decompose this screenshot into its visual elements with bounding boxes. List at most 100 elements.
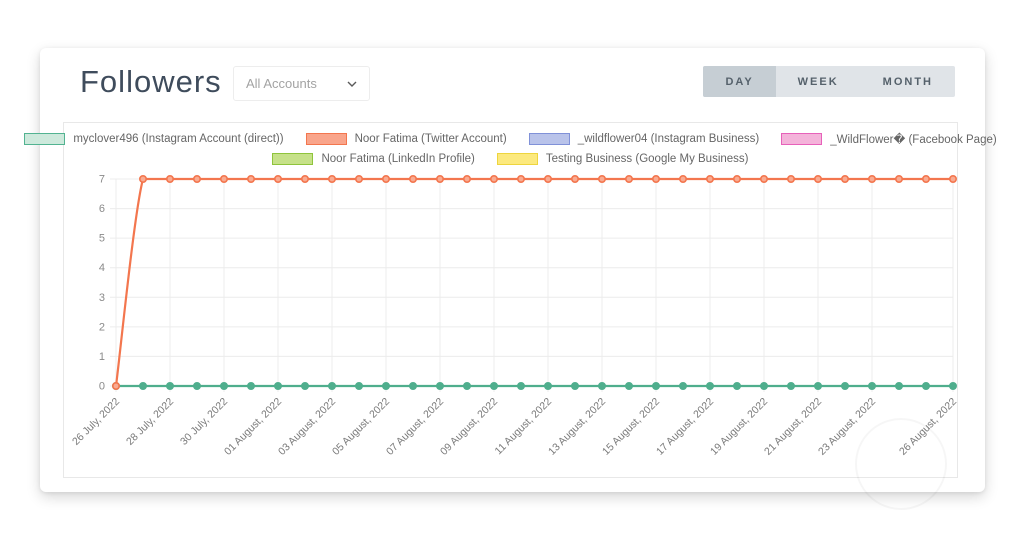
- data-point-marker: [543, 381, 552, 390]
- data-point-marker: [948, 381, 957, 390]
- tab-week[interactable]: WEEK: [776, 66, 861, 97]
- data-point-marker: [301, 174, 310, 183]
- data-point-marker: [921, 174, 930, 183]
- data-point-marker: [166, 174, 175, 183]
- data-point-marker: [813, 381, 822, 390]
- data-point-marker: [489, 174, 498, 183]
- data-point-marker: [516, 174, 525, 183]
- x-tick-label: 28 July, 2022: [124, 396, 176, 448]
- data-point-marker: [111, 381, 120, 390]
- data-point-marker: [786, 174, 795, 183]
- data-point-marker: [516, 381, 525, 390]
- page-title: Followers: [80, 64, 222, 99]
- data-point-marker: [408, 381, 417, 390]
- data-point-marker: [489, 381, 498, 390]
- y-tick-label: 7: [99, 174, 105, 186]
- chart-panel: 0 1 2 3 4 5 6 7 26 July, 2022 28 July, 2022 30 Jul…: [24, 122, 997, 478]
- data-point-marker: [193, 381, 202, 390]
- data-point-marker: [678, 381, 687, 390]
- x-tick-label: 07 August, 2022: [384, 396, 446, 458]
- watermark: [855, 418, 947, 510]
- data-point-marker: [840, 381, 849, 390]
- data-point-marker: [354, 174, 363, 183]
- data-point-marker: [705, 174, 714, 183]
- legend-label: Noor Fatima (Twitter Account): [354, 133, 507, 145]
- legend-item[interactable]: _wildflower04 (Instagram Business): [528, 132, 760, 146]
- data-point-marker: [732, 381, 741, 390]
- x-tick-label: 21 August, 2022: [762, 396, 824, 458]
- data-point-marker: [354, 381, 363, 390]
- data-point-marker: [435, 381, 444, 390]
- x-tick-label: 11 August, 2022: [493, 396, 555, 458]
- legend-swatch: [781, 133, 823, 145]
- data-point-marker: [597, 174, 606, 183]
- x-tick-label: 19 August, 2022: [708, 396, 770, 458]
- data-point-marker: [408, 174, 417, 183]
- x-tick-label: 09 August, 2022: [438, 396, 500, 458]
- data-point-marker: [327, 174, 336, 183]
- data-point-marker: [220, 381, 229, 390]
- data-point-marker: [301, 381, 310, 390]
- tab-day[interactable]: DAY: [703, 66, 776, 97]
- data-point-marker: [651, 174, 660, 183]
- legend-item[interactable]: myclover496 (Instagram Account (direct)): [24, 132, 284, 146]
- data-point-marker: [678, 174, 687, 183]
- data-point-marker: [624, 381, 633, 390]
- x-tick-label: 17 August, 2022: [654, 396, 716, 458]
- chevron-down-icon: [347, 81, 357, 87]
- data-point-marker: [247, 174, 256, 183]
- data-point-marker: [651, 381, 660, 390]
- range-tabs: DAY WEEK MONTH: [703, 66, 955, 97]
- data-point-marker: [759, 381, 768, 390]
- data-point-marker: [570, 381, 579, 390]
- data-point-marker: [462, 174, 471, 183]
- data-point-marker: [327, 381, 336, 390]
- data-point-marker: [139, 381, 148, 390]
- y-tick-label: 1: [99, 351, 105, 363]
- data-point-marker: [867, 381, 876, 390]
- followers-chart: 0 1 2 3 4 5 6 7 26 July, 2022 28 July, 2022 30 Jul…: [70, 174, 957, 458]
- data-point-marker: [381, 174, 390, 183]
- y-tick-label: 3: [99, 292, 105, 304]
- data-point-marker: [624, 174, 633, 183]
- legend-swatch: [305, 133, 347, 145]
- legend-label: Testing Business (Google My Business): [545, 153, 749, 165]
- legend-swatch: [496, 153, 538, 165]
- account-filter-value: All Accounts: [246, 76, 317, 91]
- series-line: [114, 177, 953, 387]
- data-point-marker: [462, 381, 471, 390]
- legend-item[interactable]: Testing Business (Google My Business): [496, 153, 749, 165]
- y-tick-label: 6: [99, 203, 105, 215]
- data-point-marker: [759, 174, 768, 183]
- data-point-marker: [247, 381, 256, 390]
- data-point-marker: [166, 381, 175, 390]
- x-tick-label: 03 August, 2022: [276, 396, 338, 458]
- data-point-marker: [894, 174, 903, 183]
- data-point-marker: [732, 174, 741, 183]
- legend-row: Noor Fatima (LinkedIn Profile) Testing Bu…: [272, 153, 749, 165]
- x-tick-label: 05 August, 2022: [330, 396, 392, 458]
- y-tick-label: 2: [99, 321, 105, 333]
- y-tick-label: 4: [99, 262, 105, 274]
- x-tick-label: 30 July, 2022: [178, 396, 230, 448]
- y-tick-label: 0: [99, 381, 105, 393]
- tab-month[interactable]: MONTH: [861, 66, 955, 97]
- y-tick-label: 5: [99, 233, 105, 245]
- data-point-marker: [921, 381, 930, 390]
- data-point-marker: [543, 174, 552, 183]
- legend-label: Noor Fatima (LinkedIn Profile): [321, 153, 475, 165]
- legend-label: _wildflower04 (Instagram Business): [577, 133, 760, 145]
- data-point-marker: [867, 174, 876, 183]
- legend-label: myclover496 (Instagram Account (direct)): [73, 133, 284, 145]
- account-filter-select[interactable]: All Accounts: [233, 66, 370, 101]
- legend-item[interactable]: Noor Fatima (LinkedIn Profile): [272, 153, 475, 165]
- x-tick-label: 01 August, 2022: [222, 396, 284, 458]
- data-point-marker: [139, 174, 148, 183]
- legend-item[interactable]: Noor Fatima (Twitter Account): [305, 132, 507, 146]
- data-point-marker: [435, 174, 444, 183]
- legend-label: _WildFlower� (Facebook Page): [830, 134, 997, 146]
- data-point-marker: [948, 174, 957, 183]
- legend-swatch: [272, 153, 314, 165]
- legend-item[interactable]: _WildFlower� (Facebook Page): [781, 132, 997, 146]
